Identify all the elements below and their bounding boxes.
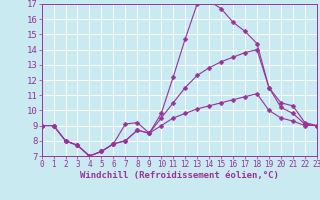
X-axis label: Windchill (Refroidissement éolien,°C): Windchill (Refroidissement éolien,°C) [80, 171, 279, 180]
